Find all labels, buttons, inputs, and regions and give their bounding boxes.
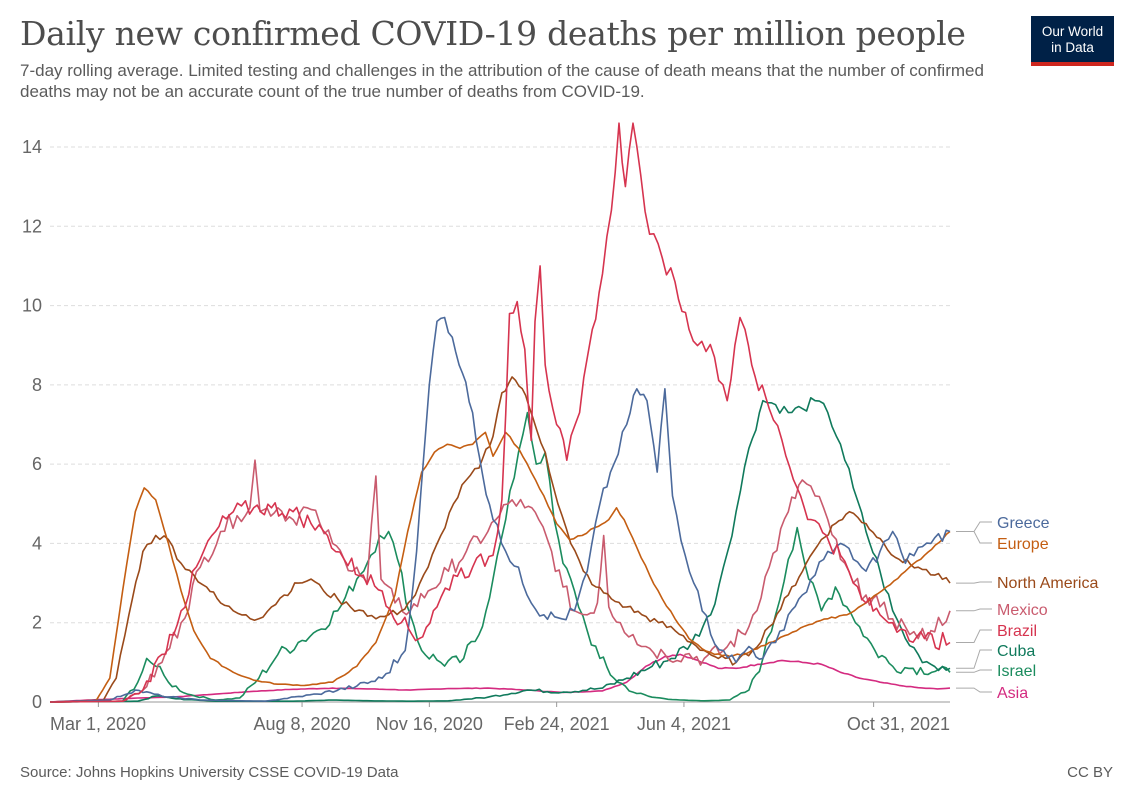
series-label-mexico: Mexico	[997, 602, 1048, 619]
y-tick-label: 10	[22, 296, 42, 316]
label-connector	[956, 629, 992, 643]
x-tick-label: Oct 31, 2021	[847, 714, 950, 734]
series-label-europe: Europe	[997, 536, 1049, 553]
x-tick-label: Mar 1, 2020	[50, 714, 146, 734]
label-connector	[956, 581, 992, 584]
logo-line-1: Our World	[1041, 24, 1104, 39]
owid-logo[interactable]: Our World in Data	[1031, 16, 1114, 66]
label-connector	[956, 521, 992, 532]
series-label-asia: Asia	[997, 685, 1028, 702]
series-line-greece	[49, 316, 951, 703]
y-tick-label: 0	[32, 692, 42, 712]
x-tick-label: Jun 4, 2021	[637, 714, 731, 734]
label-connector	[956, 687, 992, 693]
series-label-greece: Greece	[997, 515, 1050, 532]
label-connector	[956, 531, 992, 544]
series-line-north-america	[49, 376, 951, 703]
series-line-brazil	[50, 122, 951, 703]
x-tick-label: Feb 24, 2021	[504, 714, 610, 734]
label-connector	[956, 669, 992, 673]
y-tick-label: 12	[22, 216, 42, 236]
y-tick-label: 2	[32, 613, 42, 633]
series-line-europe	[49, 431, 951, 703]
x-tick-label: Nov 16, 2020	[376, 714, 483, 734]
chart-title: Daily new confirmed COVID-19 deaths per …	[20, 14, 966, 53]
label-connector	[956, 649, 992, 669]
series-line-mexico	[50, 459, 951, 703]
license-label[interactable]: CC BY	[1067, 764, 1113, 781]
x-tick-label: Aug 8, 2020	[254, 714, 351, 734]
y-tick-label: 4	[32, 533, 42, 553]
series-label-north-america: North America	[997, 575, 1098, 592]
logo-line-2: in Data	[1051, 40, 1094, 55]
chart-subtitle: 7-day rolling average. Limited testing a…	[20, 61, 984, 101]
y-tick-label: 14	[22, 137, 42, 157]
series-label-israel: Israel	[997, 663, 1036, 680]
series-label-cuba: Cuba	[997, 643, 1035, 660]
series-label-brazil: Brazil	[997, 623, 1037, 640]
y-tick-label: 8	[32, 375, 42, 395]
series-line-israel	[50, 411, 951, 703]
y-tick-label: 6	[32, 454, 42, 474]
series-line-asia	[49, 653, 951, 703]
source-note: Source: Johns Hopkins University CSSE CO…	[20, 764, 399, 781]
label-connector	[956, 608, 992, 612]
